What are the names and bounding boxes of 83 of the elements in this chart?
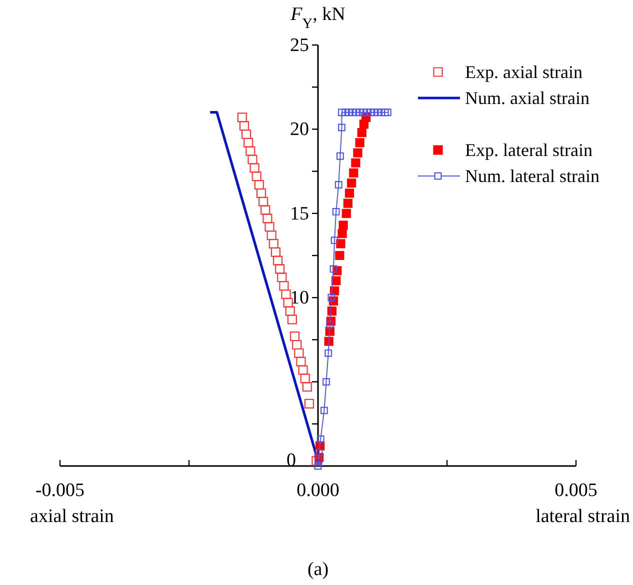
point xyxy=(336,239,346,248)
text: lateral strain xyxy=(536,506,630,527)
point xyxy=(338,124,346,132)
y-tick-label: 15 xyxy=(290,203,309,224)
point xyxy=(330,265,338,273)
point xyxy=(270,247,280,257)
point xyxy=(315,448,323,456)
x-tick-label: -0.005 xyxy=(35,480,85,501)
point xyxy=(330,236,338,244)
y-tick-label: 10 xyxy=(290,288,309,309)
point xyxy=(294,348,304,358)
point xyxy=(296,356,306,366)
point xyxy=(252,172,262,182)
point xyxy=(279,281,289,291)
point xyxy=(272,256,283,266)
y-tick-label: 20 xyxy=(290,119,309,140)
point xyxy=(334,181,342,188)
point xyxy=(239,121,250,131)
point xyxy=(332,208,340,216)
point xyxy=(283,298,293,308)
point xyxy=(248,154,258,164)
point xyxy=(285,306,295,316)
point xyxy=(336,152,344,160)
point xyxy=(320,406,328,414)
text: axial strain xyxy=(30,506,114,527)
point xyxy=(381,108,389,116)
point xyxy=(342,208,351,218)
point xyxy=(275,264,285,274)
point xyxy=(357,128,366,138)
point xyxy=(302,382,312,392)
point xyxy=(266,230,276,240)
point xyxy=(290,332,300,342)
y-axis-title: F$_{Y}$, kN xyxy=(290,4,346,32)
point xyxy=(246,146,256,156)
point xyxy=(328,294,336,302)
point xyxy=(356,108,364,116)
point xyxy=(374,108,382,116)
point xyxy=(264,222,274,232)
point xyxy=(346,178,356,188)
point xyxy=(241,129,252,140)
point xyxy=(237,112,247,122)
point xyxy=(338,229,347,238)
point xyxy=(268,238,278,249)
y-tick-label: 25 xyxy=(290,35,309,56)
point xyxy=(349,168,358,178)
point xyxy=(262,214,272,224)
point xyxy=(353,148,362,158)
point xyxy=(344,188,354,198)
legend-label: Num. axial strain xyxy=(465,88,590,108)
point xyxy=(342,108,350,116)
point xyxy=(370,108,378,116)
point xyxy=(298,365,308,375)
point xyxy=(254,180,264,190)
point xyxy=(326,320,334,328)
point xyxy=(277,272,287,282)
point xyxy=(338,220,348,230)
point xyxy=(360,108,368,116)
point xyxy=(324,349,332,357)
point xyxy=(316,435,324,443)
point xyxy=(304,398,314,408)
x-tick-label: 0.000 xyxy=(296,480,340,501)
legend-label: Exp. lateral strain xyxy=(465,140,592,160)
legend-label: Num. lateral strain xyxy=(465,166,600,186)
y-tick-label: 0 xyxy=(286,450,296,471)
point xyxy=(338,108,346,116)
point xyxy=(355,138,364,148)
point xyxy=(343,198,352,208)
point xyxy=(256,188,266,198)
point xyxy=(300,374,310,384)
x-tick-label: 0.005 xyxy=(554,480,598,501)
point xyxy=(244,138,254,148)
text: (a) xyxy=(307,559,329,580)
legend-label: Exp. axial strain xyxy=(465,62,582,82)
point xyxy=(287,314,297,324)
point xyxy=(352,108,360,116)
point xyxy=(322,378,330,386)
point xyxy=(250,163,260,173)
point xyxy=(384,108,392,116)
point xyxy=(260,205,270,215)
point xyxy=(335,250,344,260)
point xyxy=(351,158,360,168)
point xyxy=(366,108,374,116)
point xyxy=(258,196,268,206)
